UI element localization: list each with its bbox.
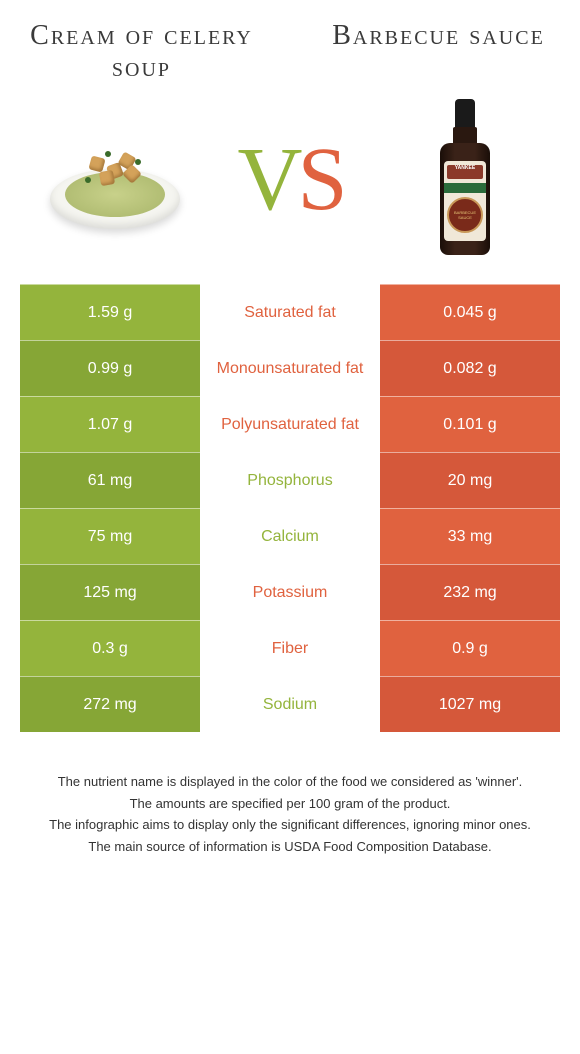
nutrient-label: Monounsaturated fat bbox=[200, 340, 380, 396]
vs-v: V bbox=[237, 130, 297, 229]
nutrient-label: Potassium bbox=[200, 564, 380, 620]
value-right: 33 mg bbox=[380, 508, 560, 564]
nutrient-label: Sodium bbox=[200, 676, 380, 732]
table-row: 0.99 gMonounsaturated fat0.082 g bbox=[20, 340, 560, 396]
value-right: 0.101 g bbox=[380, 396, 560, 452]
vs-label: VS bbox=[237, 128, 342, 231]
table-row: 125 mgPotassium232 mg bbox=[20, 564, 560, 620]
value-right: 0.082 g bbox=[380, 340, 560, 396]
bbq-image: YANKEE BARBECUE SAUCE bbox=[390, 104, 540, 254]
title-left: Cream of celery soup bbox=[20, 20, 263, 84]
nutrient-table: 1.59 gSaturated fat0.045 g0.99 gMonounsa… bbox=[20, 284, 560, 732]
table-row: 0.3 gFiber0.9 g bbox=[20, 620, 560, 676]
bottle-main-label: BARBECUE SAUCE bbox=[447, 197, 483, 233]
table-row: 75 mgCalcium33 mg bbox=[20, 508, 560, 564]
value-right: 0.9 g bbox=[380, 620, 560, 676]
footer-line: The nutrient name is displayed in the co… bbox=[30, 772, 550, 792]
value-left: 61 mg bbox=[20, 452, 200, 508]
infographic-container: Cream of celery soup Barbecue sauce VS bbox=[0, 0, 580, 868]
table-row: 1.59 gSaturated fat0.045 g bbox=[20, 284, 560, 340]
value-left: 75 mg bbox=[20, 508, 200, 564]
value-left: 125 mg bbox=[20, 564, 200, 620]
vs-s: S bbox=[297, 130, 342, 229]
value-left: 1.59 g bbox=[20, 284, 200, 340]
value-left: 0.3 g bbox=[20, 620, 200, 676]
value-left: 1.07 g bbox=[20, 396, 200, 452]
footer-line: The infographic aims to display only the… bbox=[30, 815, 550, 835]
table-row: 1.07 gPolyunsaturated fat0.101 g bbox=[20, 396, 560, 452]
soup-image bbox=[40, 104, 190, 254]
nutrient-label: Phosphorus bbox=[200, 452, 380, 508]
value-left: 272 mg bbox=[20, 676, 200, 732]
value-left: 0.99 g bbox=[20, 340, 200, 396]
footer-notes: The nutrient name is displayed in the co… bbox=[20, 772, 560, 856]
value-right: 232 mg bbox=[380, 564, 560, 620]
nutrient-label: Saturated fat bbox=[200, 284, 380, 340]
nutrient-label: Polyunsaturated fat bbox=[200, 396, 380, 452]
footer-line: The amounts are specified per 100 gram o… bbox=[30, 794, 550, 814]
table-row: 61 mgPhosphorus20 mg bbox=[20, 452, 560, 508]
title-right: Barbecue sauce bbox=[317, 20, 560, 52]
value-right: 20 mg bbox=[380, 452, 560, 508]
nutrient-label: Calcium bbox=[200, 508, 380, 564]
title-row: Cream of celery soup Barbecue sauce bbox=[20, 20, 560, 84]
nutrient-label: Fiber bbox=[200, 620, 380, 676]
footer-line: The main source of information is USDA F… bbox=[30, 837, 550, 857]
table-row: 272 mgSodium1027 mg bbox=[20, 676, 560, 732]
image-row: VS YANKEE BARBECUE SAUCE bbox=[20, 104, 560, 254]
bottle-brand: YANKEE bbox=[447, 165, 483, 179]
value-right: 0.045 g bbox=[380, 284, 560, 340]
value-right: 1027 mg bbox=[380, 676, 560, 732]
